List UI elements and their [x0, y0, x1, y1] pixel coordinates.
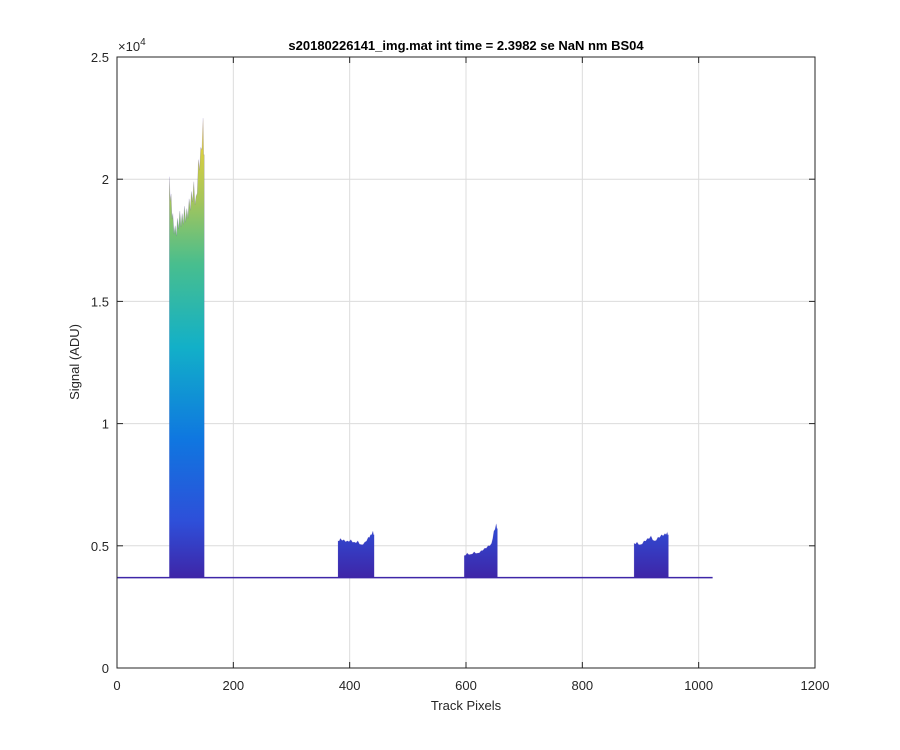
y-tick-label: 1.5 [91, 294, 109, 309]
x-axis-label: Track Pixels [431, 698, 502, 713]
x-tick-label: 200 [222, 678, 244, 693]
y-exponent-power: 4 [140, 37, 146, 48]
signal-peak-outline [336, 531, 376, 578]
y-tick-label: 2 [102, 172, 109, 187]
y-tick-label: 1 [102, 417, 109, 432]
signal-peak [462, 523, 500, 578]
x-tick-label: 800 [571, 678, 593, 693]
x-tick-label: 400 [339, 678, 361, 693]
y-exponent-label: ×104 [118, 37, 146, 54]
signal-peak [167, 118, 206, 578]
x-tick-label: 600 [455, 678, 477, 693]
y-axis: 0 0.5 1 1.5 2 2.5 [91, 50, 815, 676]
y-axis-label: Signal (ADU) [67, 324, 82, 400]
signal-peak-outline [462, 523, 500, 578]
signal-peak [632, 532, 671, 578]
y-tick-label: 2.5 [91, 50, 109, 65]
chart-title: s20180226141_img.mat int time = 2.3982 s… [288, 38, 644, 53]
signal-peak-outline [167, 118, 206, 578]
grid-lines [117, 57, 815, 668]
signal-traces [117, 118, 713, 579]
x-tick-label: 1200 [801, 678, 830, 693]
signal-peak-outline [632, 531, 671, 578]
signal-peak [336, 531, 376, 578]
x-axis: 0 200 400 600 800 1000 1200 [113, 57, 829, 693]
y-tick-label: 0.5 [91, 539, 109, 554]
y-tick-label: 0 [102, 661, 109, 676]
x-tick-label: 0 [113, 678, 120, 693]
x-tick-label: 1000 [684, 678, 713, 693]
